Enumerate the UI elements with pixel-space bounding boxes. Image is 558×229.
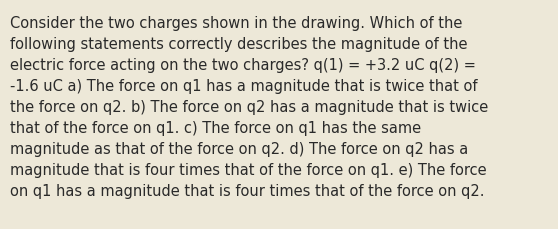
- Text: Consider the two charges shown in the drawing. Which of the
following statements: Consider the two charges shown in the dr…: [10, 16, 488, 198]
